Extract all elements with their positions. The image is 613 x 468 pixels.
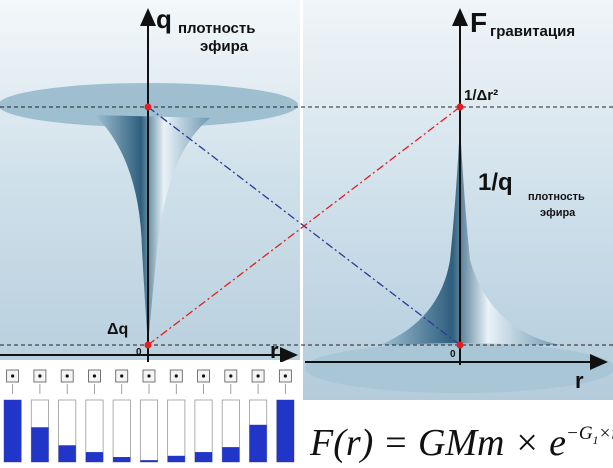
point bbox=[144, 341, 152, 349]
axis-sublabel: плотность bbox=[178, 20, 255, 37]
bar bbox=[140, 460, 158, 462]
axis-label: r bbox=[270, 338, 279, 363]
curve-label: 1/q bbox=[478, 169, 513, 196]
bar-frame bbox=[112, 399, 131, 463]
bar bbox=[58, 445, 76, 462]
bar bbox=[4, 400, 22, 462]
bar bbox=[167, 455, 185, 462]
axis-label: r bbox=[575, 368, 584, 393]
point bbox=[456, 341, 464, 349]
vortex-cone bbox=[380, 125, 560, 345]
formula: F(r) = GMm × e−G1×r2 bbox=[309, 420, 613, 464]
die-dot bbox=[120, 374, 124, 378]
bar bbox=[249, 424, 267, 462]
link-line bbox=[147, 106, 461, 346]
bar bbox=[85, 452, 104, 462]
axis-sublabel: гравитация bbox=[490, 23, 575, 40]
curve-sublabel: плотность bbox=[528, 191, 585, 203]
formula-exp: −G bbox=[566, 423, 593, 444]
point-label: Δq bbox=[107, 321, 128, 338]
formula-box bbox=[303, 400, 613, 468]
die-dot bbox=[229, 374, 233, 378]
point bbox=[144, 103, 152, 111]
curve-sublabel: эфира bbox=[540, 207, 576, 219]
die-dot bbox=[147, 374, 151, 378]
point bbox=[456, 103, 464, 111]
die-dot bbox=[38, 374, 42, 378]
bar bbox=[113, 457, 131, 462]
die-dot bbox=[174, 374, 178, 378]
die-dot bbox=[65, 374, 69, 378]
bars bbox=[3, 369, 295, 463]
vortex-funnel bbox=[95, 115, 210, 345]
axis-sublabel: эфира bbox=[200, 38, 249, 55]
die-dot bbox=[11, 374, 15, 378]
die-dot bbox=[256, 374, 260, 378]
point-label: 1/Δr² bbox=[464, 87, 498, 104]
die-dot bbox=[283, 374, 287, 378]
die-dot bbox=[201, 374, 206, 378]
axis-label: q bbox=[156, 4, 172, 34]
axis-label: F bbox=[470, 7, 487, 38]
bar bbox=[222, 447, 240, 462]
bar bbox=[194, 452, 213, 462]
vortex-base bbox=[305, 343, 613, 393]
formula-main: F(r) = GMm × e bbox=[309, 422, 566, 464]
bar bbox=[31, 427, 49, 462]
formula-exp: ×r bbox=[599, 423, 613, 444]
bar-frame bbox=[167, 399, 186, 463]
bar bbox=[276, 400, 294, 462]
bar-frame bbox=[139, 399, 159, 463]
formula-exp: 1 bbox=[593, 433, 599, 447]
die-dot bbox=[92, 374, 97, 378]
origin-label: 0 bbox=[136, 347, 142, 358]
origin-label: 0 bbox=[450, 349, 456, 360]
